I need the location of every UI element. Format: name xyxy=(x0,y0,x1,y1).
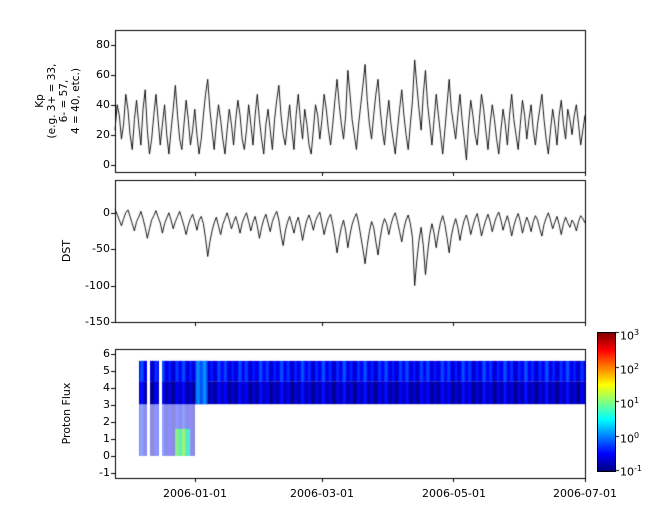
x-tick-date-label: 2006-05-01 xyxy=(422,487,486,500)
colorbar xyxy=(597,332,616,472)
kp-y-tick-label: 0 xyxy=(103,158,110,171)
x-tick-date-label: 2006-07-01 xyxy=(553,487,617,500)
proton-flux-y-tick-label: 1 xyxy=(103,432,110,445)
kp-y-tick-label: 40 xyxy=(96,98,110,111)
proton-flux-y-tick-label: 3 xyxy=(103,398,110,411)
x-tick-date-label: 2006-01-01 xyxy=(163,487,227,500)
proton-flux-y-tick-label: 6 xyxy=(103,347,110,360)
dst-y-tick-label: -100 xyxy=(85,279,110,292)
kp-y-tick-label: 20 xyxy=(96,128,110,141)
colorbar-tick-label: 102 xyxy=(620,362,640,377)
proton-flux-y-tick-label: 2 xyxy=(103,415,110,428)
colorbar-tick-label: 10-1 xyxy=(620,464,642,479)
proton-flux-y-tick-label: 0 xyxy=(103,449,110,462)
dst-y-tick-label: 0 xyxy=(103,206,110,219)
x-tick-date-label: 2006-03-01 xyxy=(290,487,354,500)
colorbar-tick-label: 100 xyxy=(620,431,640,446)
kp-y-tick-label: 80 xyxy=(96,38,110,51)
dst-y-tick-label: -50 xyxy=(92,242,110,255)
colorbar-tick-label: 103 xyxy=(620,328,640,343)
dst-y-tick-label: -150 xyxy=(85,315,110,328)
proton-flux-y-tick-label: 4 xyxy=(103,381,110,394)
proton-flux-y-tick-label: 5 xyxy=(103,364,110,377)
colorbar-tick-label: 101 xyxy=(620,396,640,411)
proton-flux-y-tick-label: -1 xyxy=(99,466,110,479)
kp-y-tick-label: 60 xyxy=(96,68,110,81)
